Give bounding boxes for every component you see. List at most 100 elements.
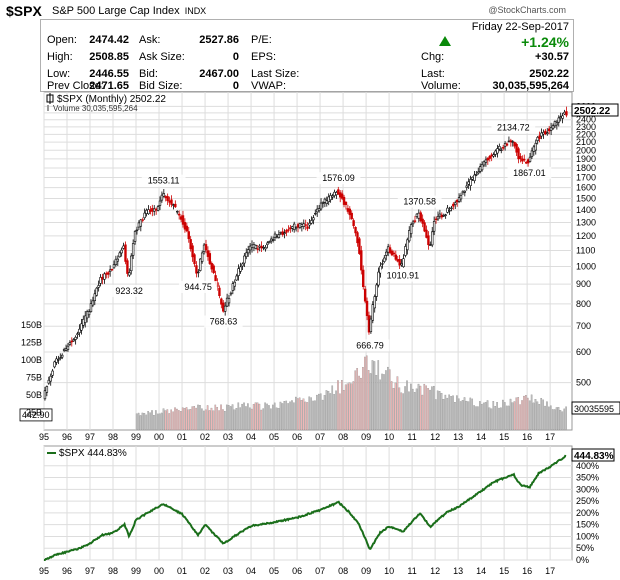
candle-body — [289, 227, 292, 230]
candle-body — [513, 142, 516, 147]
candle-body — [547, 128, 551, 132]
candle-body — [91, 300, 95, 306]
candle-body — [411, 221, 415, 225]
candle-body — [260, 245, 263, 249]
volume-bar — [179, 411, 182, 431]
volume-bar — [352, 381, 355, 431]
chg-value: +30.57 — [535, 51, 569, 63]
candle-body — [505, 143, 509, 146]
volume-bar — [354, 370, 357, 431]
candle-body — [312, 217, 315, 221]
perf-y-tick-label: 150% — [576, 520, 599, 530]
symbol[interactable]: $SPX — [6, 3, 42, 19]
price-y-tick-label: 1700 — [576, 173, 596, 183]
volume-bar — [295, 396, 297, 431]
candle-body — [406, 239, 409, 251]
x-tick-label: 15 — [499, 566, 509, 576]
perf-title: $SPX 444.83% — [59, 448, 127, 459]
volume-bar — [241, 403, 243, 431]
candle-body — [166, 196, 169, 201]
price-panel-frame — [43, 91, 573, 431]
volume-bar — [482, 402, 485, 431]
annotation-backdrop — [507, 166, 552, 179]
candle-body — [478, 166, 482, 172]
candle-body — [160, 194, 164, 201]
volume-bar — [559, 410, 562, 431]
annotation-backdrop — [381, 269, 425, 282]
candle-body — [122, 245, 125, 249]
volume-bar — [254, 402, 257, 431]
volume-bar — [298, 397, 301, 431]
volume-bar — [486, 400, 489, 431]
candle-body — [392, 252, 396, 255]
candle-body — [419, 212, 422, 222]
candle-body — [97, 285, 100, 288]
candle-body — [496, 148, 499, 154]
prev-close-label: Prev Close: — [47, 80, 104, 92]
copyright: @StockCharts.com — [488, 5, 566, 15]
candle-body — [329, 195, 332, 201]
x-tick-label: 98 — [108, 432, 118, 442]
candle-body — [398, 259, 401, 266]
volume-y-tick-label: 150B — [21, 320, 42, 330]
candle-body — [266, 242, 269, 245]
x-tick-label: 11 — [407, 566, 416, 576]
candle-body — [454, 202, 457, 205]
chg-label: Chg: — [421, 51, 445, 63]
candle-body — [534, 142, 537, 151]
candle-body — [76, 333, 79, 335]
candle-body — [386, 246, 390, 253]
volume-bar — [484, 402, 487, 431]
candle-body — [310, 220, 313, 224]
volume-bar — [283, 401, 286, 431]
candle-body — [204, 244, 208, 251]
volume-bar — [392, 388, 395, 431]
volume-bar — [266, 403, 268, 431]
candle-body — [208, 253, 212, 264]
candle-body — [153, 208, 156, 212]
volume-bar — [156, 413, 159, 431]
candle-body — [488, 156, 491, 159]
x-tick-label: 12 — [430, 432, 440, 442]
candle-body — [105, 273, 108, 275]
candle-body — [70, 340, 73, 343]
volume-bar — [456, 395, 458, 431]
ask-size-label: Ask Size: — [139, 51, 185, 63]
volume-bar — [227, 404, 230, 431]
candle-body — [133, 231, 137, 242]
candle-body — [124, 244, 127, 262]
candle-body — [388, 247, 392, 253]
volume-bar — [511, 402, 514, 431]
price-y-axis: 5006007008009001000110012001300140015001… — [576, 101, 596, 387]
candle-body — [258, 245, 261, 248]
volume-bar — [425, 385, 427, 431]
price-y-tick-label: 2200 — [576, 129, 596, 139]
candle-body — [480, 164, 484, 171]
volume-bar — [431, 386, 433, 431]
annotation-box — [19, 408, 53, 422]
candle-body — [461, 190, 465, 194]
volume-bar — [312, 400, 314, 431]
candle-body — [344, 201, 348, 205]
annotation-backdrop — [397, 195, 442, 208]
volume-legend-icon — [47, 105, 49, 111]
annotation-backdrop — [109, 284, 149, 297]
last-price-tag: 2502.22 — [571, 103, 619, 117]
candle-body — [337, 189, 340, 195]
volume-bar — [270, 408, 272, 431]
perf-y-tick-label: 50% — [576, 543, 594, 553]
annotation-label: 1370.58 — [403, 197, 436, 207]
candle-body — [245, 252, 248, 258]
annotation-backdrop — [141, 174, 186, 187]
volume-bar — [417, 383, 420, 431]
candle-body — [206, 250, 210, 257]
last-price-label: 2502.22 — [574, 106, 611, 117]
annotation-label: 1010.91 — [387, 271, 420, 281]
candle-body — [475, 174, 478, 176]
candle-body — [231, 283, 235, 291]
candle-body — [404, 246, 407, 256]
price-y-tick-label: 600 — [576, 347, 591, 357]
ask-value: 2527.86 — [199, 34, 239, 46]
volume-bar — [375, 375, 378, 431]
open-label: Open: — [47, 34, 77, 46]
